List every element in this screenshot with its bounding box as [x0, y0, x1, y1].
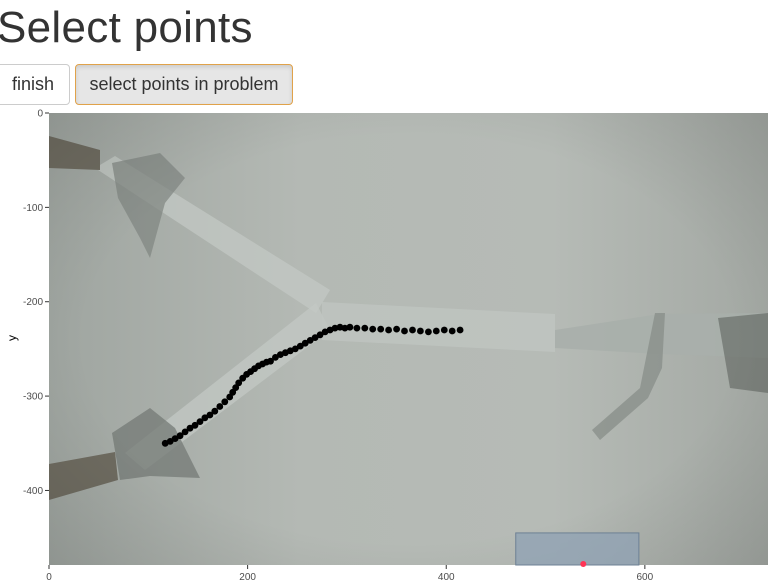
track-point	[409, 326, 416, 334]
track-point	[176, 432, 184, 440]
track-point	[393, 325, 400, 333]
plot-panel[interactable]	[49, 113, 768, 568]
track-point	[417, 327, 424, 335]
track-point	[311, 334, 319, 341]
track-point	[211, 407, 219, 415]
y-axis: 0 -100 -200 -300 -400	[23, 109, 49, 497]
y-tick-label: -200	[23, 297, 43, 308]
finish-button[interactable]: finish	[0, 64, 70, 105]
x-axis: 0 200 400 600	[46, 565, 654, 583]
select-points-button[interactable]: select points in problem	[75, 64, 293, 105]
track-point	[267, 357, 274, 365]
track-point	[301, 339, 309, 347]
brush-selection[interactable]	[515, 532, 640, 566]
x-tick-label: 400	[438, 572, 455, 583]
track-points	[161, 323, 464, 447]
track-point	[191, 421, 199, 429]
track-point	[440, 326, 448, 334]
scatter-plot[interactable]: 0 200 400 600 0 -100 -200 -300 -400 y	[0, 108, 779, 585]
y-tick-label: -100	[23, 203, 43, 214]
track-point	[206, 411, 214, 419]
track-point	[432, 327, 440, 335]
track-point	[291, 345, 299, 353]
track-point	[456, 326, 464, 334]
page-title: Select points	[0, 3, 253, 52]
track-point	[186, 424, 194, 432]
x-tick-label: 200	[239, 572, 256, 583]
track-point	[296, 342, 304, 350]
track-point	[385, 326, 392, 334]
track-point	[316, 331, 324, 339]
x-tick-label: 0	[46, 572, 52, 583]
track-point	[448, 327, 456, 335]
track-point	[377, 325, 385, 333]
track-point	[235, 379, 243, 387]
x-tick-label: 600	[637, 572, 654, 583]
y-tick-label: 0	[37, 109, 43, 120]
track-point	[425, 328, 432, 336]
track-point	[201, 414, 209, 422]
track-point	[353, 324, 361, 332]
track-point	[221, 398, 229, 406]
y-axis-title: y	[5, 335, 19, 341]
track-point	[181, 428, 189, 436]
track-point	[401, 327, 408, 335]
track-point	[216, 403, 224, 410]
track-point	[361, 324, 369, 332]
y-tick-label: -400	[23, 486, 43, 497]
track-point	[369, 325, 377, 333]
video-frame-image	[49, 113, 768, 565]
highlight-point	[580, 561, 587, 568]
track-point	[272, 354, 279, 361]
track-point	[346, 323, 354, 331]
y-tick-label: -300	[23, 392, 43, 403]
track-point	[196, 418, 204, 425]
track-point	[171, 435, 179, 442]
